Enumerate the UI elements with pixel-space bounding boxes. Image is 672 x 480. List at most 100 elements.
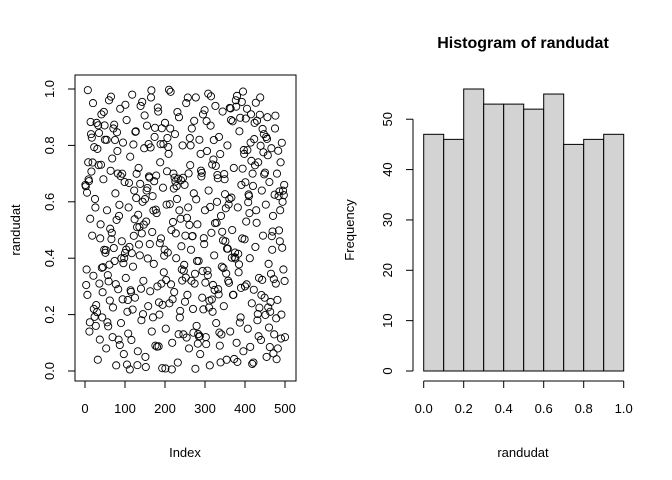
scatter-point [259,148,268,157]
scatter-point [175,313,184,322]
scatter-point [133,347,142,356]
histogram-y-tick-label: 0 [380,367,395,374]
scatter-point [197,168,206,177]
scatter-point [101,248,110,257]
scatter-point [198,266,207,276]
scatter-point [249,358,258,367]
scatter-point [159,140,168,149]
scatter-point [200,240,209,249]
scatter-point [172,182,181,191]
scatter-point [274,226,284,235]
scatter-point [83,86,92,95]
scatter-point [232,102,241,111]
scatter-point [249,285,258,294]
scatter-point [183,290,192,299]
scatter-point [130,293,140,302]
scatter-point [137,316,146,325]
scatter-point [110,136,120,145]
scatter-point [165,200,174,209]
scatter-point [107,235,116,244]
scatter-point [260,168,270,177]
scatter-point [166,87,175,96]
scatter-point [150,177,159,186]
scatter-point [148,227,157,237]
scatter-point [278,197,287,206]
scatter-y-tick-label: 1.0 [42,80,57,98]
scatter-point [185,220,194,229]
scatter-point [123,307,132,316]
scatter-point [243,324,252,333]
scatter-point [253,316,262,325]
scatter-point [215,341,224,350]
scatter-point [238,164,247,173]
scatter-point [264,303,273,312]
scatter-point [180,260,189,269]
scatter-point [157,124,166,133]
histogram-x-tick-label: 0.2 [455,401,473,416]
scatter-point [94,128,104,138]
scatter-point [266,307,275,316]
scatter-point [161,364,170,373]
scatter-point [127,335,136,345]
histogram-x-tick-label: 0.8 [575,401,593,416]
scatter-point [115,200,124,209]
scatter-point [261,200,270,209]
scatter-point [216,211,226,220]
scatter-point [128,90,137,99]
scatter-point [166,280,176,289]
scatter-point [143,183,152,193]
scatter-point [192,256,202,266]
scatter-point [241,178,250,187]
scatter-point [96,234,105,243]
scatter-point [151,205,160,214]
scatter-point [154,107,163,116]
scatter-point [150,132,159,141]
scatter-point [88,99,98,108]
scatter-point [277,138,286,147]
scatter-point [234,260,244,269]
scatter-point [268,245,277,254]
histogram-panel: Histogram of randudat 0.0 0.2 0.4 0.6 0.8 1.0… [342,35,633,460]
scatter-point [89,271,98,280]
scatter-point [206,121,215,130]
scatter-point [265,178,274,187]
scatter-point [98,288,107,297]
scatter-point [190,279,199,288]
scatter-point [156,234,166,243]
scatter-point [124,203,133,212]
scatter-point [216,149,225,159]
scatter-point [180,297,190,306]
scatter-point [246,342,255,351]
scatter-point [144,302,153,311]
scatter-point [109,243,118,253]
scatter-point [198,293,207,302]
scatter-point [103,271,112,280]
scatter-point [190,116,199,125]
scatter-point [178,141,187,150]
scatter-point [191,364,200,373]
scatter-y-tick-label: 0.4 [42,249,57,267]
scatter-point [219,302,228,311]
scatter-point [226,104,235,113]
scatter-point [195,332,204,341]
scatter-point [219,263,228,273]
scatter-x-tick-label: 400 [234,401,256,416]
scatter-point [194,256,203,266]
scatter-point [220,190,230,199]
scatter-point [233,203,242,212]
scatter-point [202,340,211,349]
scatter-point [143,254,152,263]
scatter-point [226,327,235,336]
scatter-point [162,200,171,209]
histogram-bar [423,133,445,372]
scatter-point [218,107,227,116]
scatter-point [267,232,276,241]
histogram-x-axis-label: randudat [497,445,549,460]
scatter-point [262,352,271,361]
scatter-point [222,269,231,278]
histogram-bar [543,93,565,372]
scatter-point [154,342,163,351]
scatter-point [156,140,165,149]
scatter-point [85,327,94,336]
